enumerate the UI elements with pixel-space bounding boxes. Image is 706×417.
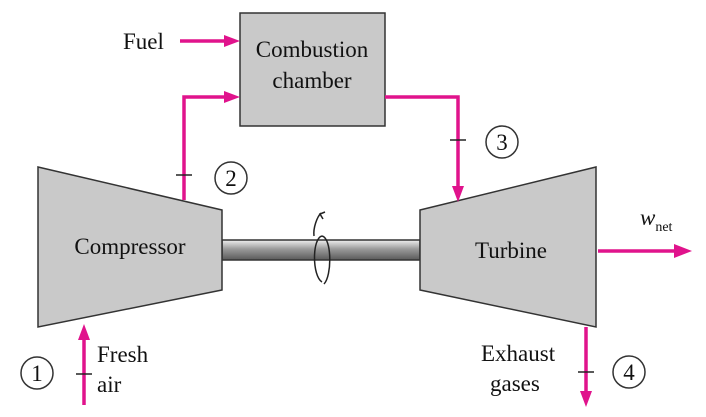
state-4-label: 4 (623, 360, 635, 385)
state-1-marker (20, 356, 54, 390)
exhaust-label-line2: gases (490, 371, 540, 396)
rotation-arrow-icon (313, 211, 331, 285)
state-4-marker (612, 355, 646, 389)
state-3-marker (485, 125, 519, 159)
work-symbol: w (640, 205, 656, 230)
state-3-label: 3 (496, 130, 508, 155)
compressor-label: Compressor (74, 234, 186, 259)
fresh-air-arrow (76, 324, 92, 405)
work-subscript: net (655, 220, 672, 235)
compressor (37, 166, 223, 328)
fresh-air-label-line1: Fresh (97, 342, 149, 367)
shaft (221, 239, 421, 261)
work-net-label: wnet (640, 205, 673, 235)
state-2-marker (214, 161, 248, 195)
flow-arrow-3 (385, 95, 466, 202)
fresh-air-label-line2: air (97, 372, 122, 397)
fuel-label: Fuel (123, 29, 164, 54)
state-2-label: 2 (225, 166, 237, 191)
combustion-chamber (239, 12, 386, 127)
flow-arrow-2 (176, 91, 240, 200)
exhaust-arrow (578, 327, 594, 407)
turbine (419, 166, 597, 328)
combustion-chamber-label-line1: Combustion (256, 37, 369, 62)
work-output-arrow (598, 244, 692, 258)
turbine-label: Turbine (475, 238, 547, 263)
state-1-label: 1 (31, 361, 43, 386)
fuel-arrow (180, 35, 240, 47)
exhaust-label-line1: Exhaust (481, 341, 556, 366)
combustion-chamber-label-line2: chamber (272, 68, 352, 93)
